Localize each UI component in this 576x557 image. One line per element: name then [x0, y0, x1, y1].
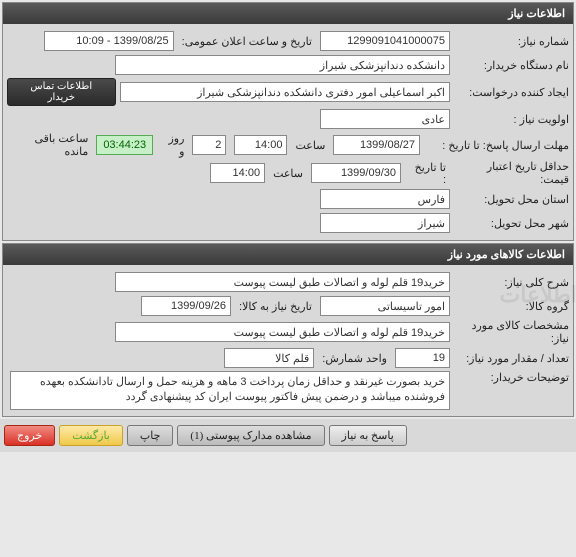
province-label: استان محل تحویل: [454, 193, 569, 206]
announce-field: 1399/08/25 - 10:09 [44, 31, 174, 51]
panel-need-info: اطلاعات نیاز شماره نیاز: 129909104100007… [2, 2, 574, 241]
min-credit-to-label: تا تاریخ : [405, 161, 450, 186]
req-no-label: شماره نیاز: [454, 35, 569, 48]
respond-button[interactable]: پاسخ به نیاز [329, 425, 407, 446]
button-bar: پاسخ به نیاز مشاهده مدارک پیوستی (1) چاپ… [0, 419, 576, 452]
panel-goods-info-body: شرح کلی نیاز: خرید19 قلم لوله و اتصالات … [3, 265, 573, 416]
deadline-time-label: ساعت [291, 139, 329, 152]
min-credit-time-label: ساعت [269, 167, 307, 180]
back-button[interactable]: بازگشت [59, 425, 123, 446]
qty-label: تعداد / مقدار مورد نیاز: [454, 352, 569, 365]
min-credit-date-field: 1399/09/30 [311, 163, 401, 183]
qty-field: 19 [395, 348, 450, 368]
min-credit-label: حداقل تاریخ اعتبار قیمت: [454, 160, 569, 186]
countdown-timer: 03:44:23 [96, 135, 153, 155]
days-remain-field: 2 [192, 135, 226, 155]
buyer-field: دانشکده دندانپزشکی شیراز [115, 55, 450, 75]
req-no-field: 1299091041000075 [320, 31, 450, 51]
min-credit-time-field: 14:00 [210, 163, 265, 183]
timer-after-label: ساعت باقی مانده [7, 132, 92, 158]
panel-goods-info-header: اطلاعات کالاهای مورد نیاز [3, 244, 573, 265]
panel-need-info-header: اطلاعات نیاز [3, 3, 573, 24]
group-field: امور تاسیساتی [320, 296, 450, 316]
panel-need-info-body: شماره نیاز: 1299091041000075 تاریخ و ساع… [3, 24, 573, 240]
unit-label: واحد شمارش: [318, 352, 391, 365]
city-field: شیراز [320, 213, 450, 233]
priority-field: عادی [320, 109, 450, 129]
creator-label: ایجاد کننده درخواست: [454, 86, 569, 99]
exit-button[interactable]: خروج [4, 425, 55, 446]
view-attachments-button[interactable]: مشاهده مدارک پیوستی (1) [177, 425, 324, 446]
deadline-time-field: 14:00 [234, 135, 287, 155]
priority-label: اولویت نیاز : [454, 113, 569, 126]
spec-field: خرید19 قلم لوله و اتصالات طبق لیست پیوست [115, 322, 450, 342]
need-date-label: تاریخ نیاز به کالا: [235, 300, 316, 313]
deadline-label: مهلت ارسال پاسخ: تا تاریخ : [424, 139, 569, 152]
need-date-field: 1399/09/26 [141, 296, 231, 316]
announce-label: تاریخ و ساعت اعلان عمومی: [178, 35, 316, 48]
notes-field: خرید بصورت غیرنقد و حداقل زمان پرداخت 3 … [10, 371, 450, 410]
notes-label: توضیحات خریدار: [454, 371, 569, 384]
contact-buyer-button[interactable]: اطلاعات تماس خریدار [7, 78, 116, 106]
desc-field: خرید19 قلم لوله و اتصالات طبق لیست پیوست [115, 272, 450, 292]
buyer-label: نام دستگاه خریدار: [454, 59, 569, 72]
spec-label: مشخصات کالای مورد نیاز: [454, 319, 569, 345]
unit-field: قلم کالا [224, 348, 314, 368]
days-after-label: روز و [157, 132, 188, 158]
province-field: فارس [320, 189, 450, 209]
deadline-date-field: 1399/08/27 [333, 135, 420, 155]
panel-goods-info: اطلاعات کالاهای مورد نیاز شرح کلی نیاز: … [2, 243, 574, 417]
city-label: شهر محل تحویل: [454, 217, 569, 230]
print-button[interactable]: چاپ [127, 425, 174, 446]
group-label: گروه کالا: [454, 300, 569, 313]
creator-field: اکبر اسماعیلی امور دفتری دانشکده دندانپز… [120, 82, 450, 102]
desc-label: شرح کلی نیاز: [454, 276, 569, 289]
